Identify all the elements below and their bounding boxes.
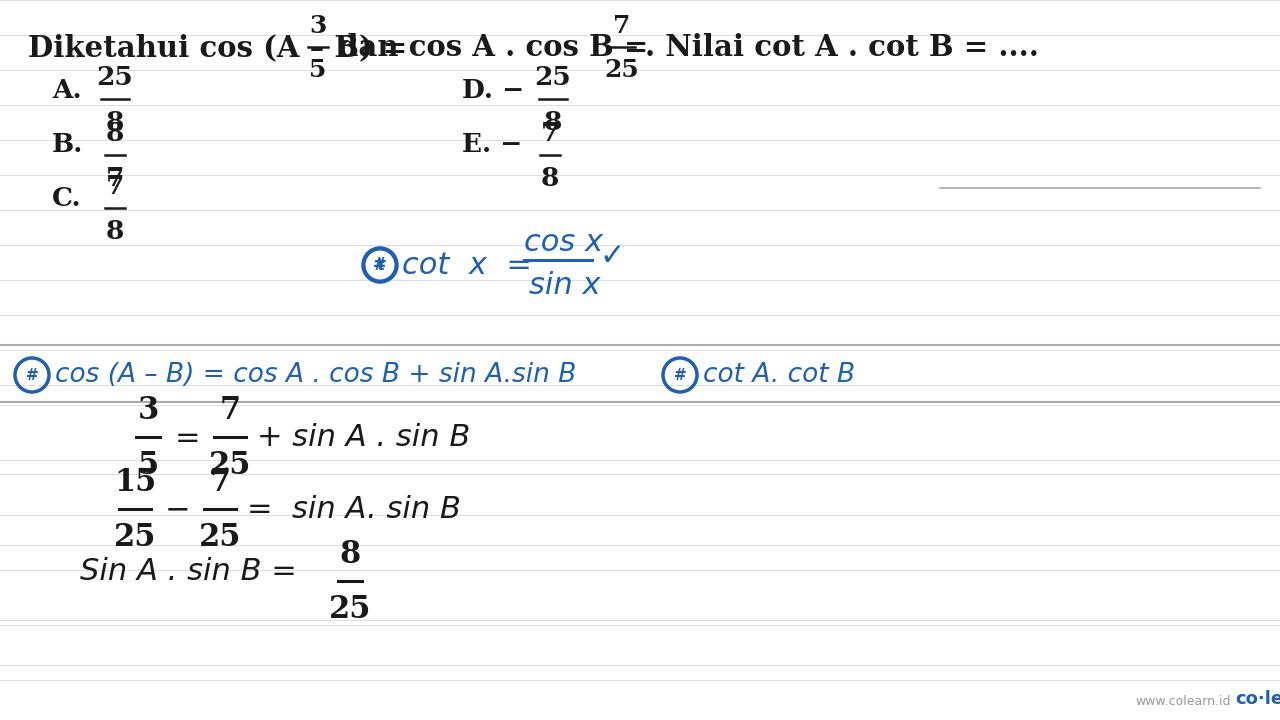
Text: t: t <box>376 258 384 272</box>
Text: co·learn: co·learn <box>1235 690 1280 708</box>
Text: Sin A . sin B =: Sin A . sin B = <box>79 557 297 587</box>
Text: 8: 8 <box>339 539 361 570</box>
Text: 25: 25 <box>114 522 156 553</box>
Text: 8: 8 <box>541 166 559 192</box>
Text: 25: 25 <box>535 65 571 89</box>
Text: =  sin A. sin B: = sin A. sin B <box>247 495 461 524</box>
Text: 15: 15 <box>114 467 156 498</box>
Text: 3: 3 <box>137 395 159 426</box>
Text: 3: 3 <box>310 14 326 38</box>
Text: #: # <box>26 367 38 382</box>
Text: Diketahui cos (A – B) =: Diketahui cos (A – B) = <box>28 34 407 63</box>
Text: 7: 7 <box>210 467 230 498</box>
Text: 8: 8 <box>106 220 124 245</box>
Text: B.: B. <box>52 132 83 158</box>
Text: dan cos A . cos B =: dan cos A . cos B = <box>338 34 649 63</box>
Text: cot A. cot B: cot A. cot B <box>703 362 855 388</box>
Text: A.: A. <box>52 78 82 102</box>
Text: 7: 7 <box>106 174 124 199</box>
Text: 7: 7 <box>219 395 241 426</box>
Text: 7: 7 <box>106 166 124 192</box>
Text: 25: 25 <box>604 58 640 82</box>
Text: D. −: D. − <box>462 78 525 102</box>
Text: cos (A – B) = cos A . cos B + sin A.sin B: cos (A – B) = cos A . cos B + sin A.sin … <box>55 362 576 388</box>
Text: 8: 8 <box>544 110 562 135</box>
Text: 25: 25 <box>96 65 133 89</box>
Text: 8: 8 <box>106 120 124 145</box>
Text: C.: C. <box>52 186 82 210</box>
Text: =: = <box>175 423 201 452</box>
Text: 25: 25 <box>329 594 371 625</box>
Text: cos x: cos x <box>524 228 603 257</box>
Text: 8: 8 <box>106 110 124 135</box>
Text: 7: 7 <box>541 120 559 145</box>
Text: ✓: ✓ <box>599 243 625 271</box>
Text: 25: 25 <box>198 522 241 553</box>
Text: −: − <box>165 495 191 524</box>
Text: sin x: sin x <box>529 271 600 300</box>
Text: . Nilai cot A . cot B = ....: . Nilai cot A . cot B = .... <box>645 34 1039 63</box>
Text: 25: 25 <box>209 450 251 481</box>
Text: 7: 7 <box>613 14 631 38</box>
Text: 5: 5 <box>310 58 326 82</box>
Text: 5: 5 <box>137 450 159 481</box>
Text: #: # <box>372 256 387 274</box>
Text: cot  x  =: cot x = <box>402 251 532 279</box>
Text: + sin A . sin B: + sin A . sin B <box>257 423 470 452</box>
Text: #: # <box>673 367 686 382</box>
Text: www.colearn.id: www.colearn.id <box>1135 695 1230 708</box>
Text: E. −: E. − <box>462 132 522 158</box>
